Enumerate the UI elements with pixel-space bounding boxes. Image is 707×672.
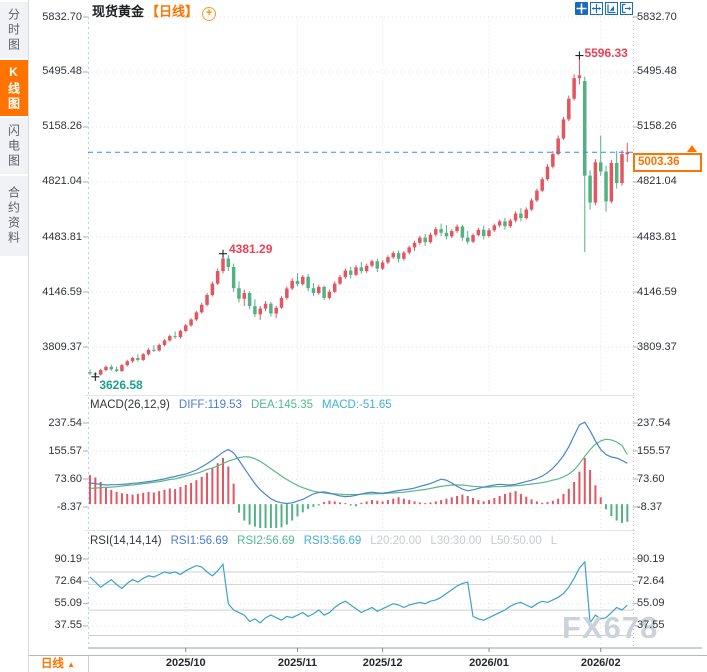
y-axis-label: 55.09: [54, 597, 82, 610]
rsi3-value: RSI3:56.69: [303, 535, 362, 547]
x-axis-label: 2026/01: [469, 657, 509, 669]
y-axis-label: 5832.70: [637, 10, 677, 23]
y-axis-label: 3809.37: [637, 340, 677, 353]
y-axis-label: 5158.26: [637, 120, 677, 133]
symbol-title: 现货黄金: [92, 4, 145, 19]
price-up-triangle-icon: [687, 145, 697, 153]
zoom-horizontal-icon[interactable]: [590, 2, 603, 15]
y-axis-label: 72.64: [637, 574, 665, 587]
current-price-value: 5003.36: [638, 156, 680, 169]
chart-header: 现货黄金 【日线】 +: [92, 1, 217, 21]
rsi-l50-level: L50:50.00: [490, 535, 542, 547]
macd-diff-value: DIFF:119.53: [178, 399, 242, 411]
macd-histogram: [89, 458, 629, 528]
y-axis-label: 90.19: [54, 552, 82, 565]
crosshair-icon[interactable]: [575, 2, 588, 15]
y-axis-label: 237.54: [637, 416, 671, 429]
y-axis-label: 5495.48: [637, 65, 677, 78]
sidebar-item-timeline-chart[interactable]: 分时图: [0, 2, 28, 58]
rsi-l30-level: L30:30.00: [430, 535, 482, 547]
period-label: 日线: [40, 658, 64, 670]
y-axis-label: 90.19: [637, 552, 665, 565]
y-axis-label: 3809.37: [42, 340, 82, 353]
y-axis-label: 4146.59: [42, 285, 82, 298]
swing-low-annotation: 3626.58: [99, 377, 143, 392]
high-price-annotation: 5596.33: [584, 45, 628, 60]
chart-toolbar: [575, 2, 633, 15]
y-axis-label: -8.37: [56, 500, 82, 513]
rsi-header: RSI(14,14,14) RSI1:56.69 RSI2:56.69 RSI3:56…: [90, 535, 566, 547]
y-axis-label: 37.55: [637, 619, 665, 632]
y-axis-label: 5158.26: [42, 120, 82, 133]
y-axis-label: 73.60: [54, 472, 82, 485]
rsi-line: [89, 560, 628, 625]
x-axis-label: 2025/12: [362, 657, 403, 669]
y-axis-label: 4146.59: [637, 285, 677, 298]
y-axis-label: 4821.04: [42, 175, 82, 188]
y-axis-label: 155.57: [48, 444, 82, 457]
candles: [88, 55, 630, 377]
y-axis-label: 4483.81: [42, 230, 82, 243]
y-axis-label: 72.64: [54, 574, 82, 587]
macd-header: MACD(26,12,9) DIFF:119.53 DEA:145.35 MACD:-…: [90, 399, 401, 411]
macd-diff-line: [89, 421, 628, 505]
macd-value: MACD:-51.65: [321, 399, 392, 411]
y-axis-label: 155.57: [637, 444, 671, 457]
add-indicator-icon[interactable]: +: [202, 7, 217, 21]
macd-dea-value: DEA:145.35: [250, 399, 313, 411]
rsi-l70-level-cut: L: [550, 535, 558, 547]
pan-right-icon[interactable]: [620, 2, 633, 15]
current-price-badge: 5003.36: [633, 145, 702, 173]
y-axis-label: 5495.48: [42, 65, 82, 78]
fx678-watermark: FX678: [562, 610, 659, 645]
y-axis-label: 4483.81: [637, 230, 677, 243]
y-axis-label: 5832.70: [42, 10, 82, 23]
macd-name: MACD(26,12,9): [90, 399, 170, 411]
x-axis-label: 2026/02: [580, 657, 621, 669]
sidebar-item-kline-chart[interactable]: K线图: [0, 60, 28, 116]
rsi-name: RSI(14,14,14): [90, 535, 162, 547]
sidebar-item-contract-info[interactable]: 合约资料: [0, 176, 28, 256]
y-axis-label: 73.60: [637, 472, 665, 485]
period-selector-button[interactable]: 日线 ▲: [28, 656, 89, 672]
x-axis-label: 2025/11: [277, 657, 318, 669]
rsi2-value: RSI2:56.69: [237, 535, 295, 547]
period-tag: 【日线】: [146, 4, 199, 19]
y-axis-label: 237.54: [48, 416, 82, 429]
chart-type-sidebar: 分时图 K线图 闪电图 合约资料: [0, 0, 29, 672]
period-dropdown-arrow-icon: ▲: [67, 660, 76, 669]
macd-dea-line: [89, 438, 628, 496]
auto-scale-icon[interactable]: [605, 2, 618, 15]
x-axis-label: 2025/10: [165, 657, 206, 669]
y-axis-label: 37.55: [54, 619, 82, 632]
rsi-l20-level: L20:20.00: [370, 535, 422, 547]
sidebar-item-lightning-chart[interactable]: 闪电图: [0, 118, 28, 174]
y-axis-label: 55.09: [637, 597, 665, 610]
bottom-axis-bar: 日线 ▲: [28, 655, 707, 672]
y-axis-label: 4821.04: [637, 175, 677, 188]
rsi1-value: RSI1:56.69: [170, 535, 229, 547]
y-axis-label: -8.37: [637, 500, 663, 513]
swing-high-annotation: 4381.29: [229, 241, 273, 256]
